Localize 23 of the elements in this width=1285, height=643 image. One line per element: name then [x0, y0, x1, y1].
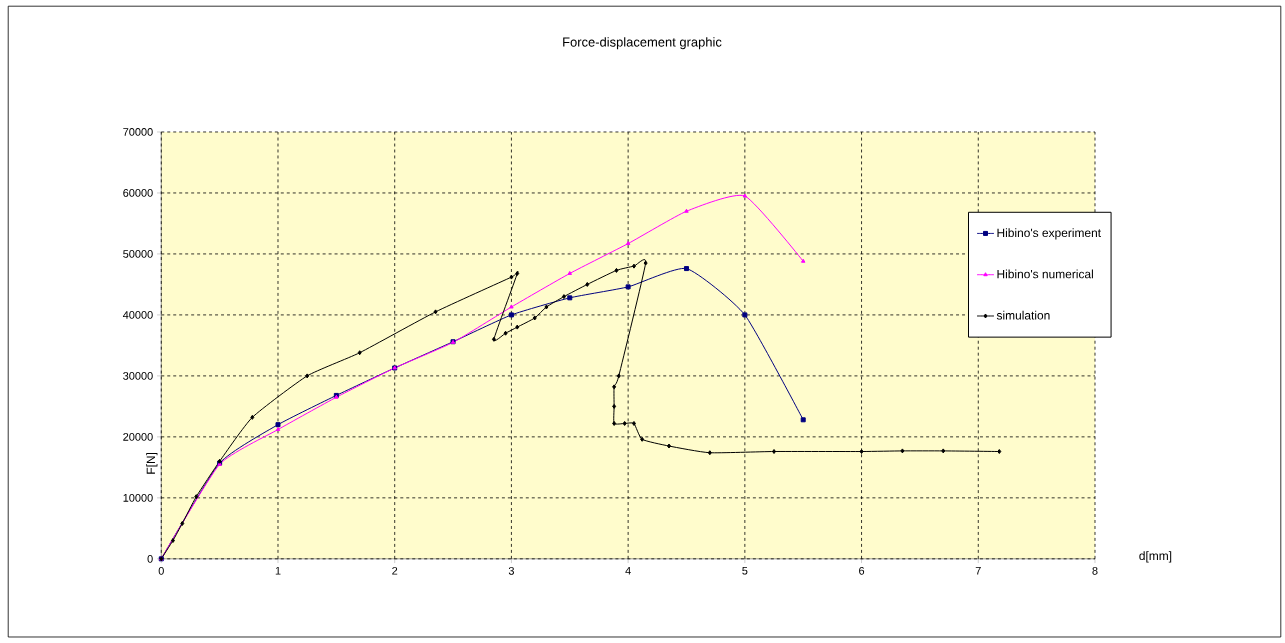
x-tick-label: 8 — [1092, 566, 1098, 575]
x-tick-label: 5 — [742, 566, 748, 575]
x-tick-label: 6 — [859, 566, 865, 575]
x-tick-label: 2 — [392, 566, 398, 575]
x-tick-label: 0 — [158, 566, 164, 575]
x-axis-title: d[mm] — [1139, 551, 1172, 563]
x-tick-label: 1 — [275, 566, 281, 575]
legend-label: simulation — [996, 310, 1050, 320]
x-tick-label: 4 — [625, 566, 631, 575]
y-tick-label: 20000 — [123, 432, 153, 441]
legend-label: Hibino's numerical — [997, 269, 1093, 279]
y-tick-label: 40000 — [122, 310, 153, 319]
y-tick-label: 60000 — [123, 188, 153, 197]
y-tick-label: 70000 — [123, 128, 153, 136]
x-tick-label: 7 — [975, 566, 981, 575]
y-tick-label: 30000 — [123, 371, 153, 380]
y-tick-label: 0 — [147, 554, 153, 563]
y-axis-title: F[N] — [146, 452, 158, 474]
legend-label: Hibino's experiment — [997, 228, 1101, 240]
y-tick-label: 50000 — [123, 249, 153, 258]
chart-title: Force-displacement graphic — [563, 37, 722, 50]
y-tick-label: 10000 — [123, 493, 153, 502]
x-tick-label: 3 — [508, 566, 514, 575]
